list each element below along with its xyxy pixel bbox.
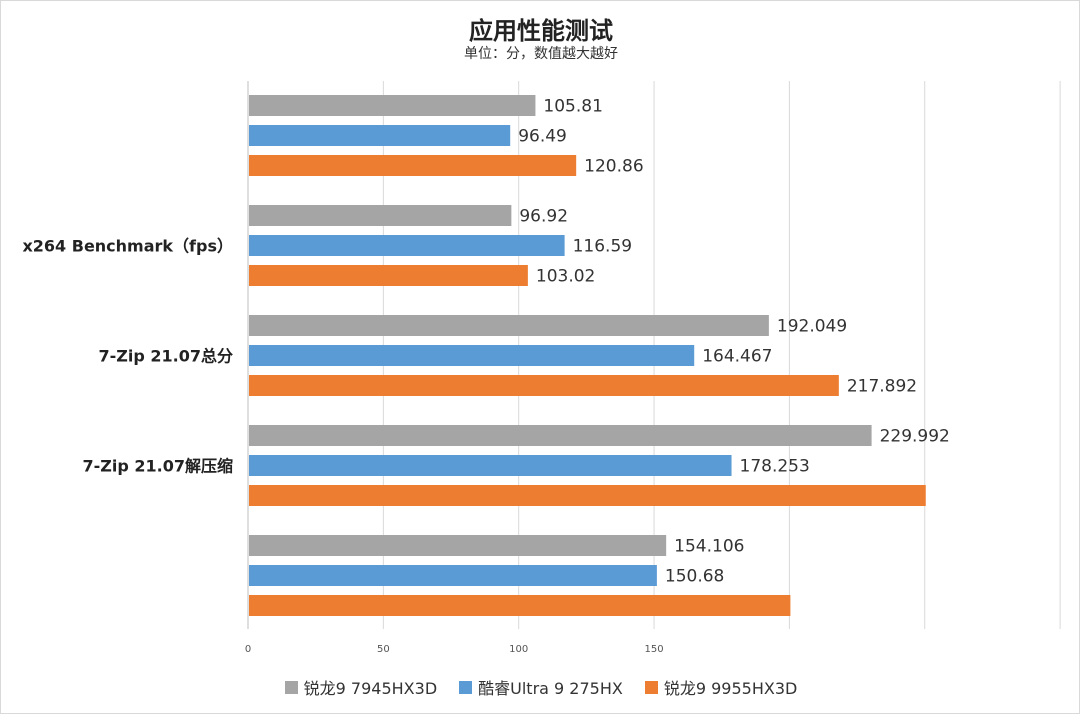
bar	[249, 455, 732, 476]
data-label: 229.992	[880, 427, 950, 447]
category-label: 7-Zip 21.07总分	[99, 347, 234, 366]
bar	[249, 595, 791, 616]
bar	[249, 345, 695, 366]
x-tick-label: 50	[377, 644, 390, 655]
legend-item: 锐龙9 9955HX3D	[644, 675, 798, 699]
bar	[249, 565, 657, 586]
bar	[249, 425, 872, 446]
bar	[249, 315, 769, 336]
bar	[249, 375, 839, 396]
data-label: 96.49	[518, 127, 567, 147]
bar	[249, 155, 577, 176]
chart-legend: 锐龙9 7945HX3D 酷睿Ultra 9 275HX 锐龙9 9955HX3…	[1, 675, 1080, 699]
data-label: 154.106	[674, 537, 744, 557]
data-label: 105.81	[543, 97, 602, 117]
category-label: x264 Benchmark（fps）	[22, 237, 233, 256]
data-label: 217.892	[847, 377, 917, 397]
legend-swatch-blue	[459, 680, 473, 694]
x-tick-label: 100	[509, 644, 528, 655]
legend-label: 锐龙9 9955HX3D	[663, 679, 798, 698]
legend-label: 锐龙9 7945HX3D	[303, 679, 438, 698]
data-label: 192.049	[777, 317, 847, 337]
category-label: 7-Zip 21.07解压缩	[83, 457, 234, 476]
bar	[249, 485, 926, 506]
legend-swatch-orange	[644, 680, 658, 694]
legend-label: 酷睿Ultra 9 275HX	[478, 679, 623, 698]
legend-item: 酷睿Ultra 9 275HX	[459, 675, 623, 699]
legend-item: 锐龙9 7945HX3D	[284, 675, 438, 699]
data-label: 116.59	[573, 237, 632, 257]
x-tick-label: 0	[245, 644, 251, 655]
data-label: 103.02	[536, 267, 595, 287]
bar	[249, 235, 565, 256]
data-label: 150.68	[665, 567, 724, 587]
bar	[249, 265, 528, 286]
data-label: 178.253	[740, 457, 810, 477]
bar	[249, 125, 511, 146]
data-label: 96.92	[519, 207, 568, 227]
x-tick-label: 150	[645, 644, 664, 655]
legend-swatch-gray	[284, 680, 298, 694]
chart-subtitle: 单位：分，数值越大越好	[464, 46, 618, 62]
data-label: 164.467	[702, 347, 772, 367]
bar	[249, 95, 536, 116]
chart-title: 应用性能测试	[469, 17, 613, 45]
bar	[249, 205, 512, 226]
bar	[249, 535, 667, 556]
data-label: 120.86	[584, 157, 643, 177]
